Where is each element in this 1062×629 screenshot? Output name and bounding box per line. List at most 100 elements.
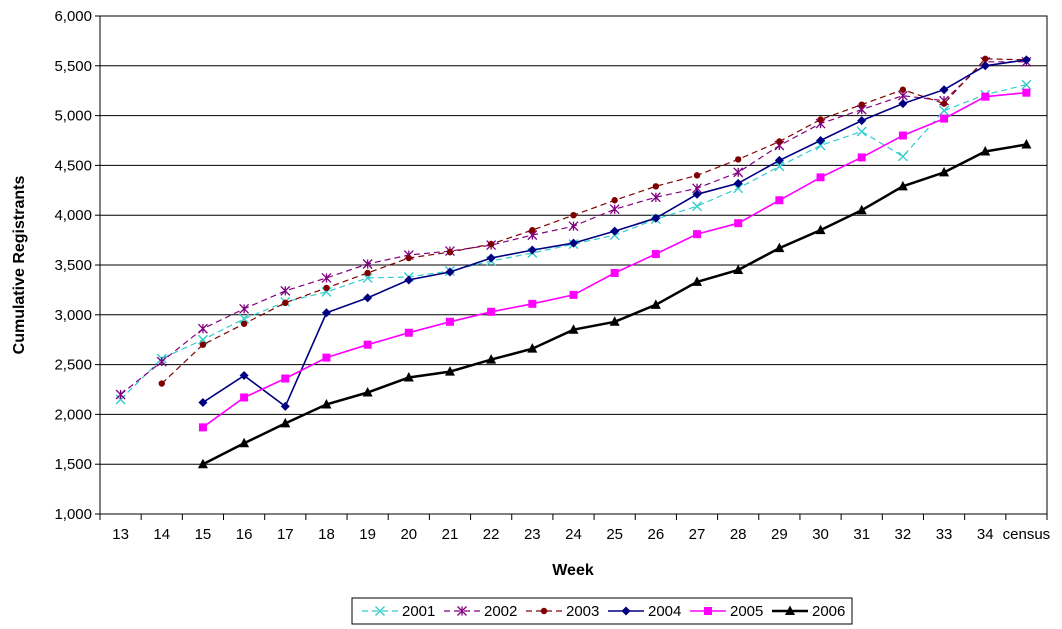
data-point-2002 — [115, 389, 126, 400]
legend-label-2006: 2006 — [812, 603, 845, 620]
legend-items: 2001 2002 2003 2004 2005 2006 — [362, 603, 845, 620]
x-tick-label: 34 — [977, 526, 994, 543]
data-point-2003 — [158, 380, 165, 387]
data-point-2001 — [1021, 79, 1032, 90]
data-point-2006 — [486, 354, 497, 364]
x-tick-label: 21 — [442, 526, 459, 543]
data-point-2004 — [692, 189, 702, 199]
y-axis-ticks: 1,000 1,500 2,000 2,500 3,000 3,500 4,000 4,500… — [54, 8, 100, 523]
data-point-2002 — [239, 303, 250, 314]
data-point-2002 — [280, 285, 291, 296]
data-point-2005 — [322, 353, 331, 362]
x-tick-label: 22 — [483, 526, 500, 543]
data-point-2003 — [570, 212, 577, 219]
data-point-2006 — [692, 276, 703, 286]
data-point-2004 — [816, 136, 826, 145]
series-2002 — [115, 56, 1032, 400]
series-line-2006 — [202, 143, 1027, 466]
data-point-2004 — [774, 155, 784, 165]
data-point-2006 — [980, 145, 991, 156]
data-point-2003 — [240, 320, 248, 327]
data-point-2005 — [857, 153, 866, 162]
legend-marker-2004 — [621, 606, 631, 616]
y-axis-title: Cumulative Registrants — [11, 176, 28, 355]
data-point-2005 — [240, 393, 249, 402]
data-point-2003 — [817, 116, 824, 123]
series-2006 — [197, 138, 1032, 469]
data-point-2006 — [239, 437, 250, 448]
x-tick-label: 16 — [236, 526, 253, 543]
x-tick-label: 31 — [853, 526, 870, 543]
data-point-2002 — [733, 167, 744, 178]
data-point-2003 — [776, 138, 783, 145]
legend-label-2004: 2004 — [648, 603, 681, 620]
data-point-2005 — [940, 114, 949, 123]
data-point-2006 — [609, 316, 620, 326]
data-point-2006 — [815, 224, 826, 235]
data-point-2002 — [321, 272, 332, 283]
y-tick-label: 2,000 — [54, 406, 92, 423]
x-tick-label: 26 — [648, 526, 665, 543]
data-point-2005 — [898, 131, 907, 140]
legend-marker-2006 — [785, 605, 795, 615]
x-tick-label: 18 — [318, 526, 335, 543]
x-tick-label: 13 — [112, 526, 129, 543]
y-tick-label: 5,500 — [54, 58, 92, 75]
data-point-2003 — [405, 254, 413, 262]
x-tick-label: 24 — [565, 526, 582, 543]
y-tick-label: 5,000 — [54, 108, 92, 125]
data-point-2003 — [282, 299, 289, 307]
data-point-2002 — [609, 204, 620, 215]
data-point-2001 — [115, 394, 126, 405]
data-point-2004 — [445, 267, 455, 277]
data-point-2005 — [281, 374, 290, 383]
data-point-2005 — [610, 268, 619, 277]
data-point-2004 — [198, 397, 208, 407]
y-tick-label: 3,500 — [54, 257, 92, 274]
data-point-2006 — [321, 398, 332, 409]
legend-label-2003: 2003 — [566, 603, 599, 620]
data-point-2006 — [733, 264, 744, 274]
legend-marker-2003 — [540, 607, 548, 615]
x-tick-label: 29 — [771, 526, 788, 543]
data-point-2004 — [857, 116, 867, 126]
data-point-2005 — [734, 219, 743, 228]
series-2004 — [198, 55, 1031, 411]
data-point-2005 — [693, 230, 702, 239]
data-point-2004 — [321, 308, 331, 318]
data-point-2003 — [693, 172, 701, 179]
x-tick-label: 27 — [689, 526, 706, 543]
data-point-2003 — [364, 269, 371, 277]
data-point-2005 — [775, 196, 784, 205]
data-point-2004 — [1021, 55, 1031, 65]
legend-label-2001: 2001 — [402, 603, 435, 620]
data-point-2003 — [734, 156, 742, 163]
data-point-2001 — [774, 161, 785, 172]
x-tick-label: 23 — [524, 526, 541, 543]
data-point-2001 — [733, 183, 744, 194]
data-point-2006 — [527, 343, 538, 353]
data-point-2004 — [363, 293, 373, 303]
series-line-2005 — [202, 91, 1027, 428]
data-point-2003 — [940, 100, 948, 107]
y-tick-label: 6,000 — [54, 8, 92, 25]
legend-box — [351, 597, 853, 625]
data-point-2003 — [199, 341, 207, 348]
data-point-2004 — [733, 178, 743, 188]
x-axis-ticks: 13 14 15 16 17 18 19 20 21 22 23 24 25 26 27 28 29 30 31 32… — [99, 514, 1050, 543]
data-point-2003 — [858, 101, 865, 108]
data-point-2002 — [568, 221, 579, 232]
y-tick-label: 4,500 — [54, 157, 92, 174]
data-point-2003 — [487, 240, 495, 248]
data-point-2004 — [610, 226, 620, 236]
data-point-2002 — [156, 356, 167, 367]
data-point-2003 — [446, 248, 454, 256]
y-tick-label: 3,000 — [54, 307, 92, 324]
x-tick-label: 33 — [936, 526, 953, 543]
data-point-2002 — [197, 323, 208, 334]
data-point-2005 — [569, 290, 578, 299]
data-point-2004 — [527, 245, 537, 255]
data-point-2004 — [280, 401, 290, 411]
data-point-2006 — [403, 372, 414, 382]
data-point-2004 — [898, 99, 908, 109]
